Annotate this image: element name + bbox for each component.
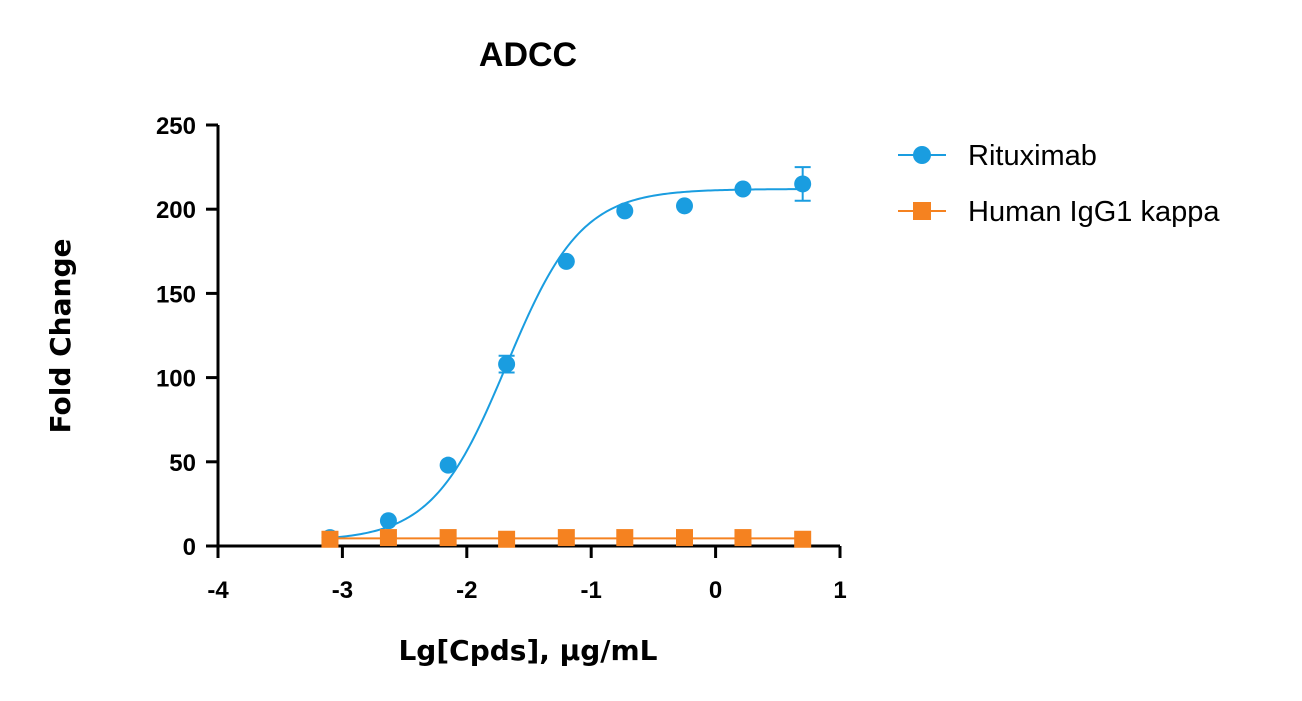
- data-point: [439, 529, 457, 547]
- data-points: [321, 166, 812, 548]
- data-point: [616, 202, 634, 220]
- data-point: [794, 175, 812, 193]
- data-point: [498, 530, 516, 548]
- data-point: [498, 355, 516, 373]
- x-tick-label: 1: [833, 577, 846, 604]
- data-point: [734, 529, 752, 547]
- x-axis-label: Lg[Cpds], μg/mL: [398, 634, 657, 667]
- legend: Rituximab Human IgG1 kappa: [898, 140, 1220, 228]
- x-tick-label: -3: [332, 577, 353, 604]
- data-point: [676, 529, 693, 547]
- y-tick-label: 150: [156, 281, 196, 308]
- x-tick-label: -1: [581, 577, 602, 604]
- x-tick-label: 0: [709, 577, 722, 604]
- y-tick-label: 0: [183, 534, 196, 561]
- data-point: [734, 180, 752, 198]
- y-tick-label: 250: [156, 113, 196, 140]
- axes: -4 -3 -2 -1 0 1 0 50 100 150 200 250: [156, 113, 847, 604]
- legend-marker: [913, 146, 931, 164]
- data-point: [321, 530, 339, 548]
- x-tick-label: -4: [207, 577, 229, 604]
- legend-label: Rituximab: [968, 140, 1097, 172]
- legend-label: Human IgG1 kappa: [968, 196, 1220, 228]
- chart-title: ADCC: [479, 36, 577, 74]
- y-axis-label: Fold Change: [44, 239, 77, 434]
- data-point: [676, 197, 693, 215]
- data-point: [557, 252, 575, 270]
- y-tick-label: 100: [156, 366, 196, 393]
- y-tick-label: 50: [169, 450, 196, 477]
- data-point: [557, 529, 575, 547]
- x-tick-label: -2: [456, 577, 477, 604]
- data-point: [379, 512, 397, 530]
- data-point: [439, 456, 457, 474]
- data-point: [616, 529, 634, 547]
- fit-curves: [329, 188, 803, 540]
- fit-curve-circle: [329, 188, 803, 539]
- legend-marker: [913, 202, 931, 220]
- y-tick-label: 200: [156, 197, 196, 224]
- data-point: [794, 530, 812, 548]
- data-point: [379, 529, 397, 547]
